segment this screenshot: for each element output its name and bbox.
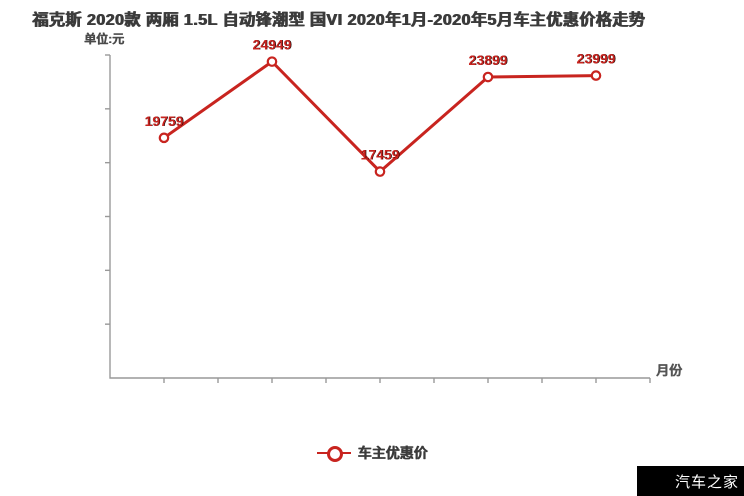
chart-title: 福克斯 2020款 两厢 1.5L 自动锋潮型 国VI 2020年1月-2020… xyxy=(32,12,645,29)
watermark-autohome: 汽车之家 xyxy=(637,466,744,496)
data-point-marker xyxy=(590,70,602,81)
data-point-label: 24949 xyxy=(253,37,292,53)
data-point-marker xyxy=(266,56,278,67)
data-point-label: 19759 xyxy=(145,113,184,129)
line-chart: 19759 24949 17459 23899 23999 xyxy=(105,37,651,383)
data-point-label: 17459 xyxy=(361,147,400,163)
watermark-text: 汽车之家 xyxy=(674,473,739,491)
x-axis-label: 月份 xyxy=(656,363,683,378)
y-axis-unit-label: 单位:元 xyxy=(84,32,124,46)
legend: 车主优惠价 xyxy=(0,442,744,464)
data-point-marker xyxy=(482,71,494,83)
axis-lines xyxy=(109,55,650,379)
data-point-marker xyxy=(158,132,170,144)
data-point-label: 23999 xyxy=(577,51,616,67)
legend-circle-icon xyxy=(326,446,343,462)
data-point-label: 23899 xyxy=(469,52,508,68)
legend-label: 车主优惠价 xyxy=(357,445,428,461)
data-point-marker xyxy=(374,166,386,177)
legend-line-marker-icon xyxy=(316,446,351,462)
